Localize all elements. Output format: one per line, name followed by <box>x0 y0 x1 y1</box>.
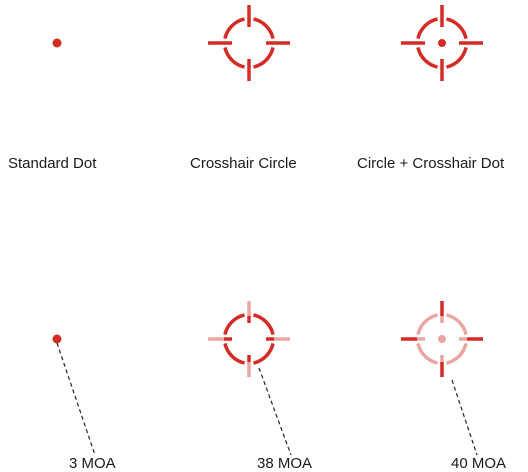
circle-arc-bottom-left <box>223 342 246 365</box>
crosshair-circle-reticle <box>208 5 290 81</box>
moa-label-crosshair-circle: 38 MOA <box>257 455 313 472</box>
circle-arc-bottom-right <box>445 342 468 365</box>
moa-label-circle-crosshair-dot: 40 MOA <box>451 455 507 472</box>
circle-arc-top-right <box>445 17 468 40</box>
circle-arc-bottom-left <box>416 46 439 69</box>
circle-arc-top-right <box>252 313 275 336</box>
circle-arc-top-right <box>252 17 275 40</box>
circle-crosshair-dot-reticle-sized <box>401 301 483 377</box>
center-dot <box>52 38 62 48</box>
leader-line-crosshair <box>258 367 292 456</box>
circle-arc-top-left <box>416 313 439 336</box>
circle-arc-bottom-right <box>252 46 275 69</box>
leader-line-circle-dot <box>451 379 478 456</box>
reticle-name-crosshair-circle: Crosshair Circle <box>190 155 297 172</box>
center-dot <box>438 39 446 47</box>
center-dot <box>52 334 62 344</box>
circle-arc-bottom-right <box>445 46 468 69</box>
circle-arc-top-left <box>223 17 246 40</box>
standard-dot-reticle <box>52 38 62 48</box>
reticle-name-circle-crosshair-dot: Circle + Crosshair Dot <box>357 155 505 172</box>
moa-label-standard-dot: 3 MOA <box>69 455 116 472</box>
leader-line-dot <box>56 342 96 456</box>
circle-arc-bottom-left <box>223 46 246 69</box>
circle-crosshair-dot-reticle <box>401 5 483 81</box>
standard-dot-reticle-sized <box>52 334 62 344</box>
reticle-name-standard-dot: Standard Dot <box>8 155 97 172</box>
circle-arc-top-left <box>416 17 439 40</box>
circle-arc-bottom-right <box>252 342 275 365</box>
crosshair-circle-reticle-sized <box>208 301 290 377</box>
circle-arc-bottom-left <box>416 342 439 365</box>
center-dot <box>438 335 446 343</box>
circle-arc-top-left <box>223 313 246 336</box>
circle-arc-top-right <box>445 313 468 336</box>
